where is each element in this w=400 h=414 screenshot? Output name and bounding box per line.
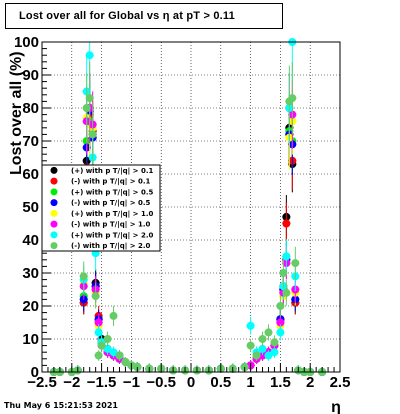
legend-entry: (-) with p T/|q| > 1.0	[71, 221, 151, 230]
y-axis-title: Lost over all (%)	[8, 51, 25, 175]
data-point	[246, 341, 255, 350]
legend-entry: (+) with p T/|q| > 0.1	[71, 167, 154, 176]
data-point	[270, 338, 279, 347]
x-tick-label: −0.5	[146, 374, 176, 391]
legend-marker	[50, 188, 58, 196]
legend-marker	[50, 199, 58, 207]
data-point	[282, 219, 291, 228]
legend-marker	[50, 209, 58, 217]
y-tick-label: 0	[31, 364, 39, 381]
data-point	[109, 311, 118, 320]
x-tick-label: −2	[63, 374, 80, 391]
legend-entry: (+) with p T/|q| > 0.5	[71, 188, 154, 197]
data-point	[121, 358, 130, 367]
legend-entry: (-) with p T/|q| > 0.1	[71, 178, 151, 187]
data-point	[94, 328, 103, 337]
x-tick-label: −2.5	[27, 374, 57, 391]
data-point	[88, 130, 97, 139]
y-tick-label: 40	[22, 232, 39, 249]
legend-entry: (-) with p T/|q| > 0.5	[71, 199, 151, 208]
y-tick-label: 70	[22, 133, 39, 150]
data-point	[109, 348, 118, 357]
data-point	[282, 288, 291, 297]
data-point	[82, 104, 91, 112]
x-tick-labels: −2.5 −2 −1.5 −1 −0.5 0 0.5 1 1.5 2 2.5	[27, 374, 350, 391]
y-tick-labels: 0 10 20 30 40 50 60 70 80 90 100	[14, 34, 39, 381]
data-point	[103, 344, 112, 353]
legend-marker	[50, 220, 58, 228]
y-tick-label: 60	[22, 166, 39, 183]
x-tick-label: 1.5	[270, 374, 291, 391]
data-point	[103, 335, 112, 343]
data-point	[85, 94, 94, 103]
timestamp: Thu May 6 15:21:53 2021	[4, 401, 118, 410]
x-tick-label: 2.5	[330, 374, 351, 391]
y-tick-label: 50	[22, 199, 39, 216]
data-point	[252, 351, 261, 360]
data-point	[270, 348, 279, 357]
data-point	[115, 351, 124, 360]
data-point	[291, 259, 300, 268]
legend-marker	[50, 166, 58, 174]
data-point	[94, 351, 103, 360]
legend-entry: (+) with p T/|q| > 1.0	[71, 210, 154, 219]
data-point	[282, 252, 291, 261]
chart-title: Lost over all for Global vs η at pT > 0.…	[5, 3, 283, 29]
x-tick-label: 0.5	[210, 374, 231, 391]
data-point	[258, 335, 267, 343]
x-tick-label: 0	[187, 374, 195, 391]
data-point	[288, 94, 297, 103]
x-axis-title: η	[331, 399, 341, 414]
data-point	[258, 344, 267, 353]
legend-marker	[50, 177, 58, 185]
data-point	[258, 351, 267, 360]
data-point	[276, 302, 285, 310]
data-point	[264, 328, 273, 337]
data-point	[276, 318, 285, 327]
legend-marker	[50, 242, 58, 250]
legend: (+) with p T/|q| > 0.1 (-) with p T/|q| >…	[41, 164, 161, 252]
x-tick-label: −1.5	[87, 374, 117, 391]
data-point	[276, 328, 285, 337]
legend-entry: (-) with p T/|q| > 2.0	[71, 242, 151, 251]
x-tick-label: 2	[306, 374, 314, 391]
data-point	[246, 321, 255, 330]
data-point	[94, 318, 103, 327]
data-point	[97, 341, 106, 350]
data-point	[85, 51, 94, 60]
legend-marker	[50, 231, 58, 239]
data-point	[264, 351, 273, 360]
y-tick-label: 30	[22, 265, 39, 282]
legend-box	[41, 164, 161, 252]
y-tick-label: 100	[14, 34, 39, 51]
data-point	[91, 292, 100, 301]
y-tick-label: 80	[22, 100, 39, 117]
y-tick-label: 20	[22, 298, 39, 315]
data-point	[279, 269, 288, 277]
data-point	[79, 272, 88, 281]
y-tick-label: 90	[22, 67, 39, 84]
y-tick-label: 10	[22, 331, 39, 348]
legend-entry: (+) with p T/|q| > 2.0	[71, 231, 154, 240]
x-tick-label: −1	[123, 374, 140, 391]
x-tick-label: 1	[246, 374, 254, 391]
